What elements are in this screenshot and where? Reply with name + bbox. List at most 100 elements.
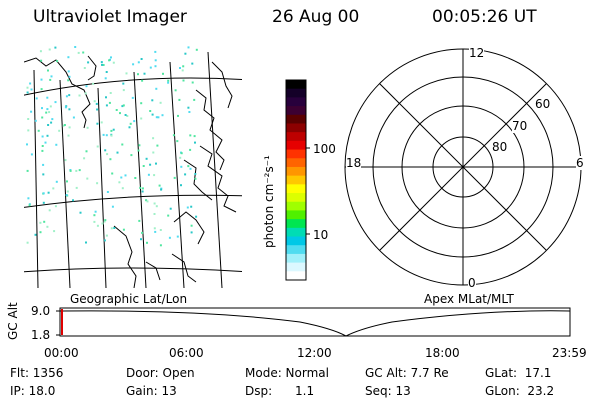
emission-speck [129, 122, 132, 125]
emission-speck [48, 48, 51, 51]
emission-speck [194, 173, 197, 175]
emission-speck [167, 79, 170, 82]
emission-speck [41, 135, 44, 138]
latitude-line [24, 267, 242, 273]
emission-speck [37, 129, 40, 132]
time-tick: 23:59 [552, 346, 587, 360]
colorbar-unit-label: photon cm⁻²s⁻¹ [262, 155, 276, 248]
emission-speck [109, 158, 112, 161]
emission-speck [146, 200, 149, 203]
emission-speck [149, 163, 152, 166]
coastline [171, 253, 197, 283]
emission-speck [141, 190, 144, 193]
emission-speck [149, 66, 152, 69]
emission-speck [173, 176, 176, 179]
glat-value: GLat: 17.1 [485, 366, 552, 380]
emission-speck [110, 129, 113, 132]
emission-speck [54, 46, 57, 49]
emission-speck [29, 82, 32, 85]
emission-speck [93, 214, 96, 217]
emission-speck [178, 98, 181, 101]
flight-number: Flt: 1356 [10, 366, 64, 380]
colorbar-tick-10: 10 [313, 228, 329, 242]
colorbar-stripe [286, 236, 306, 246]
seq-value: Seq: 13 [365, 384, 411, 398]
coastline [183, 159, 213, 201]
emission-speck [69, 169, 72, 172]
emission-speck [184, 52, 187, 55]
emission-speck [41, 107, 43, 110]
emission-speck [96, 108, 99, 111]
ip-value: IP: 18.0 [10, 384, 56, 398]
emission-speck [193, 98, 196, 101]
emission-speck [130, 154, 133, 157]
emission-speck [179, 67, 181, 69]
altitude-tick-low: 1.8 [31, 328, 51, 342]
longitude-line [133, 71, 147, 288]
mlt-label-0: 0 [468, 276, 476, 290]
map-caption: Geographic Lat/Lon [70, 292, 188, 306]
colorbar-stripe [286, 193, 306, 203]
emission-speck [138, 144, 141, 147]
emission-speck [87, 61, 90, 64]
colorbar-stripe [286, 271, 306, 281]
emission-speck [83, 67, 86, 69]
time-tick: 00:00 [44, 346, 79, 360]
emission-speck [182, 65, 185, 68]
emission-speck [174, 89, 177, 92]
coastline [173, 211, 205, 245]
emission-speck [105, 96, 107, 99]
emission-speck [96, 224, 99, 227]
lat-label-80: 80 [492, 140, 508, 154]
emission-speck [177, 114, 179, 117]
time-tick: 18:00 [425, 346, 460, 360]
coastline [211, 61, 233, 109]
time-label: 00:05:26 UT [432, 7, 537, 27]
emission-speck [154, 65, 157, 68]
emission-speck [155, 87, 158, 90]
magnetic-polar-grid [344, 48, 582, 286]
emission-speck [128, 126, 131, 129]
emission-speck [34, 233, 37, 236]
emission-speck [41, 145, 44, 147]
emission-speck [151, 113, 154, 116]
emission-speck [93, 100, 96, 103]
emission-speck [118, 181, 121, 184]
emission-speck [190, 231, 193, 234]
emission-speck [189, 167, 192, 170]
emission-speck [189, 148, 192, 151]
emission-speck [194, 177, 197, 180]
emission-speck [155, 205, 158, 208]
lat-label-70: 70 [512, 119, 528, 133]
emission-speck [53, 230, 56, 233]
emission-speck [169, 207, 172, 210]
instrument-title: Ultraviolet Imager [33, 7, 187, 27]
emission-speck [172, 134, 175, 137]
emission-speck [67, 134, 70, 137]
emission-speck [167, 81, 170, 84]
emission-speck [55, 180, 58, 183]
emission-speck [52, 187, 55, 190]
mlt-label-18: 18 [346, 156, 362, 170]
emission-speck [72, 199, 74, 202]
emission-speck [108, 59, 111, 62]
colorbar-stripe [286, 227, 306, 238]
emission-speck [134, 177, 137, 179]
emission-speck [149, 110, 152, 112]
emission-speck [194, 141, 196, 144]
colorbar-stripe [286, 166, 306, 177]
emission-speck [176, 140, 179, 143]
time-tick: 12:00 [297, 346, 332, 360]
emission-speck [154, 50, 157, 53]
dsp-value: Dsp: 1.1 [245, 384, 315, 398]
latitude-line [24, 77, 242, 96]
emission-speck [62, 124, 65, 127]
emission-speck [176, 235, 179, 238]
mlt-label-12: 12 [469, 46, 485, 60]
emission-speck [153, 174, 156, 177]
colorbar-stripe [286, 123, 306, 133]
colorbar-stripe [286, 175, 306, 185]
emission-speck [195, 48, 198, 51]
emission-speck [46, 108, 49, 111]
emission-speck [109, 92, 112, 94]
